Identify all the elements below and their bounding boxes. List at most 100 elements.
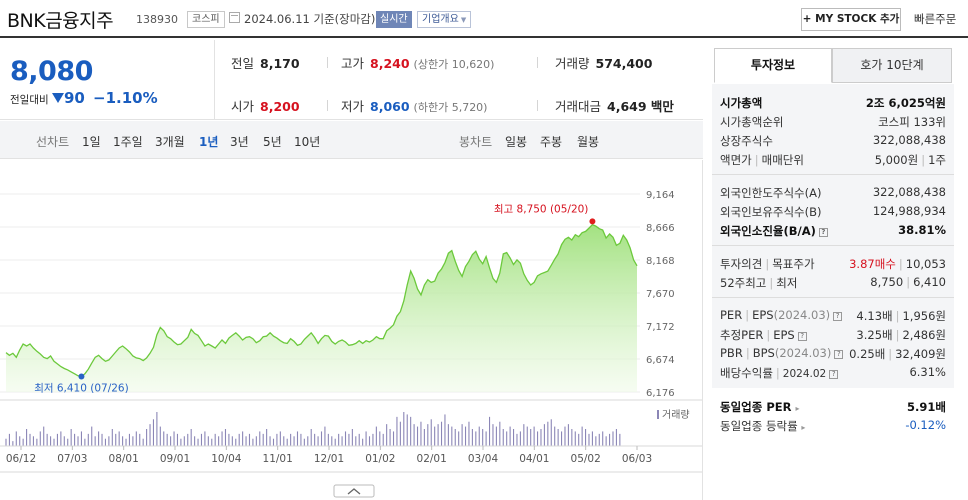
min-point	[78, 373, 85, 380]
divider	[327, 100, 328, 111]
chevron-right-icon: ▸	[795, 404, 800, 413]
min-label: 최저 6,410 (07/26)	[34, 382, 129, 394]
volume-legend: 거래량	[662, 409, 690, 421]
x-tick-label: 08/01	[109, 453, 139, 465]
date-text: 2024.06.11 기준(장마감)	[244, 12, 376, 26]
period-3y[interactable]: 3년	[230, 135, 249, 149]
sector-section	[712, 388, 954, 438]
divider	[712, 297, 954, 298]
x-tick-label: 12/01	[314, 453, 344, 465]
divider	[327, 57, 328, 68]
market-cap-rank-row: 시가총액순위 코스피 133위	[720, 115, 946, 129]
volume: 거래량 574,400	[555, 56, 653, 71]
stock-name: BNK금융지주	[7, 10, 114, 32]
pbr-bps-row: PBR | BPS(2024.03)? 0.25배 | 32,409원	[720, 346, 946, 361]
foreign-holding-row: 외국인보유주식수(B) 124,988,934	[720, 204, 946, 219]
y-tick-label: 8,168	[646, 256, 675, 267]
x-tick-label: 03/04	[468, 453, 499, 465]
line-chart-label: 선차트	[36, 135, 70, 149]
change-value: 90	[64, 89, 85, 107]
help-icon[interactable]: ?	[797, 332, 807, 341]
x-tick-label: 11/01	[263, 453, 293, 465]
candle-monthly[interactable]: 월봉	[577, 135, 600, 149]
chevron-up-icon	[347, 488, 361, 495]
corp-info-label: 기업개요	[422, 14, 459, 25]
prev-close: 전일 8,170	[231, 56, 300, 71]
sector-change-row: 동일업종 등락률 ▸ -0.12%	[720, 418, 946, 433]
x-tick-label: 10/04	[211, 453, 242, 465]
candle-weekly[interactable]: 주봉	[540, 135, 563, 149]
y-tick-label: 6,674	[646, 355, 675, 366]
max-label: 최고 8,750 (05/20)	[494, 203, 589, 215]
help-icon[interactable]: ?	[829, 370, 839, 379]
divider	[712, 174, 954, 175]
foreign-limit-row: 외국인한도주식수(A) 322,088,438	[720, 185, 946, 200]
calendar-icon	[229, 12, 240, 23]
stock-header: BNK금융지주 138930 코스피 2024.06.11 기준(장마감) 실시…	[0, 0, 968, 38]
divider	[214, 40, 215, 119]
period-1d[interactable]: 1일	[82, 135, 101, 149]
stock-code: 138930	[136, 13, 178, 26]
divider	[537, 57, 538, 68]
period-1w[interactable]: 1주일	[113, 135, 143, 149]
x-tick-label: 07/03	[57, 453, 87, 465]
down-arrow-icon	[52, 93, 64, 103]
period-5y[interactable]: 5년	[263, 135, 282, 149]
price-chart: 9,164 8,666 8,168 7,670 7,172 6,674 6,176 최고 8,…	[0, 160, 703, 500]
tab-orderbook[interactable]: 호가 10단계	[832, 48, 952, 83]
sector-per-row: 동일업종 PER ▸ 5.91배	[720, 400, 946, 414]
opinion-row: 투자의견 | 목표주가 3.87매수 | 10,053	[720, 257, 946, 271]
high-price: 고가 8,240 (상한가 10,620)	[341, 56, 495, 71]
period-3m[interactable]: 3개월	[155, 135, 185, 149]
foreign-ratio-row: 외국인소진율(B/A)? 38.81%	[720, 223, 946, 238]
divider	[712, 245, 954, 246]
help-icon[interactable]: ?	[834, 350, 844, 359]
y-tick-label: 7,670	[646, 289, 675, 300]
chevron-right-icon: ▸	[801, 423, 806, 432]
x-tick-label: 01/02	[365, 453, 395, 465]
divider	[537, 100, 538, 111]
realtime-button[interactable]: 실시간	[376, 11, 412, 28]
x-tick-label: 09/01	[160, 453, 190, 465]
help-icon[interactable]: ?	[833, 312, 843, 321]
x-tick-label: 06/03	[622, 453, 652, 465]
quick-order-button[interactable]: 빠른주문	[914, 12, 957, 26]
market-cap-row: 시가총액 2조 6,025억원	[720, 96, 946, 110]
y-tick-label: 8,666	[646, 223, 675, 234]
volume-legend-icon	[657, 410, 659, 419]
x-tick-label: 05/02	[571, 453, 601, 465]
y-tick-label: 6,176	[646, 388, 675, 399]
change-percent: −1.10%	[93, 89, 158, 107]
dividend-row: 배당수익률 | 2024.02? 6.31%	[720, 365, 946, 380]
change-label: 전일대비	[10, 94, 49, 106]
x-tick-label: 02/01	[417, 453, 447, 465]
face-value-row: 액면가 | 매매단위 5,000원 | 1주	[720, 153, 946, 167]
low-price: 저가 8,060 (하한가 5,720)	[341, 99, 488, 114]
panel-background	[712, 84, 954, 438]
listed-shares-row: 상장주식수 322,088,438	[720, 133, 946, 148]
52week-row: 52주최고 | 최저 8,750 | 6,410	[720, 275, 946, 290]
max-point	[589, 218, 596, 225]
price-area-fill	[6, 224, 637, 392]
open-price: 시가 8,200	[231, 99, 300, 114]
current-price: 8,080	[10, 56, 93, 87]
per-eps-row: PER | EPS(2024.03)? 4.13배 | 1,956원	[720, 308, 946, 323]
y-tick-label: 7,172	[646, 322, 675, 333]
trade-amount: 거래대금 4,649 백만	[555, 99, 674, 114]
x-tick-label: 04/01	[519, 453, 549, 465]
candle-daily[interactable]: 일봉	[505, 135, 528, 149]
tab-investment-info[interactable]: 투자정보	[714, 48, 832, 83]
period-10y[interactable]: 10년	[294, 135, 321, 149]
help-icon[interactable]: ?	[818, 228, 828, 237]
period-toolbar: 선차트 1일 1주일 3개월 1년 3년 5년 10년 봉차트 일봉 주봉 월봉	[0, 121, 703, 159]
y-tick-label: 9,164	[646, 190, 675, 201]
est-per-eps-row: 추정PER | EPS? 3.25배 | 2,486원	[720, 328, 946, 342]
price-line	[5, 223, 638, 378]
collapse-chart-button[interactable]	[333, 484, 375, 498]
period-1y[interactable]: 1년	[199, 135, 219, 149]
market-badge: 코스피	[187, 11, 225, 28]
corp-info-dropdown[interactable]: 기업개요 ▼	[417, 11, 472, 28]
my-stock-add-button[interactable]: + MY STOCK 추가	[801, 8, 901, 31]
chevron-down-icon: ▼	[460, 16, 467, 24]
price-summary: 8,080 전일대비 90 −1.10% 전일 8,170 고가 8,240 (상한…	[0, 40, 703, 120]
